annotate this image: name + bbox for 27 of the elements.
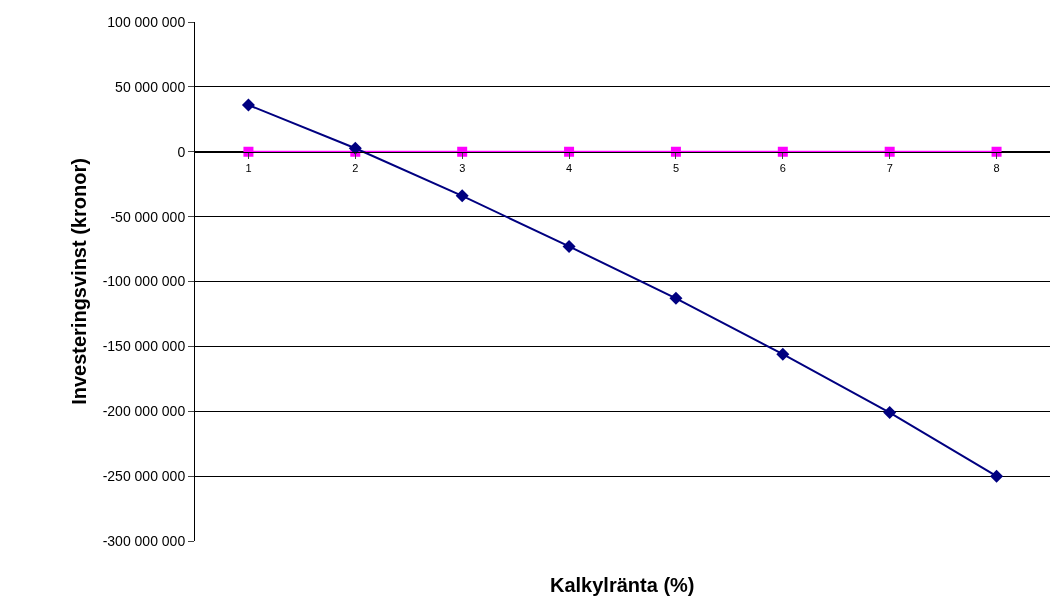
y-tick-label: 50 000 000 xyxy=(115,78,186,95)
y-tick-label: -150 000 000 xyxy=(102,338,186,355)
y-tick-label: -50 000 000 xyxy=(110,208,186,225)
x-tick-label: 8 xyxy=(993,161,1000,174)
x-tick-label: 2 xyxy=(352,161,359,174)
y-tick-label: -300 000 000 xyxy=(102,532,186,549)
x-tick-label: 4 xyxy=(566,161,573,174)
x-tick-label: 5 xyxy=(672,161,679,174)
y-tick-label: -200 000 000 xyxy=(102,403,186,420)
y-tick-label: 0 xyxy=(177,143,186,160)
y-axis-title: Investeringsvinst (kronor) xyxy=(68,158,91,405)
point xyxy=(990,469,1004,483)
point xyxy=(562,239,576,253)
point xyxy=(776,347,790,361)
y-tick-label: -100 000 000 xyxy=(102,273,186,290)
point xyxy=(455,189,469,203)
point xyxy=(669,291,683,305)
x-tick-label: 3 xyxy=(459,161,466,174)
point xyxy=(241,98,255,112)
y-tick-label: 100 000 000 xyxy=(107,13,186,30)
point xyxy=(348,141,362,155)
x-tick-label: 1 xyxy=(245,161,252,174)
x-tick-label: 6 xyxy=(779,161,786,174)
point xyxy=(883,406,897,420)
y-tick-label: -250 000 000 xyxy=(102,468,186,485)
x-tick-label: 7 xyxy=(886,161,893,174)
x-axis-title: Kalkylränta (%) xyxy=(550,574,695,596)
